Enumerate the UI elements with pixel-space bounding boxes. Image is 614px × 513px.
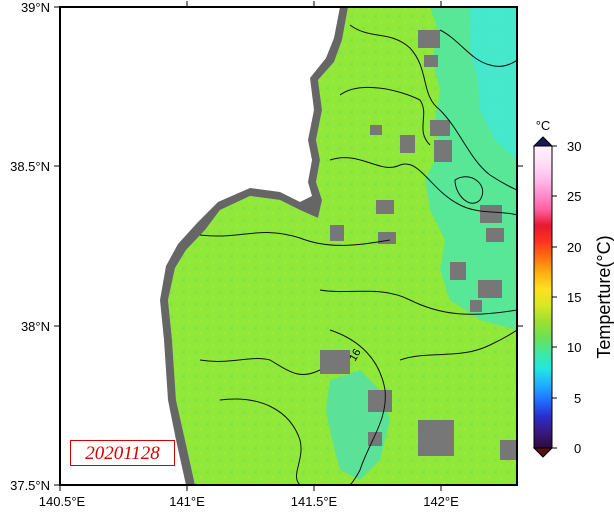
date-label: 20201128 — [85, 443, 160, 464]
colorbar-title: Temperture(°C) — [594, 235, 614, 358]
inland-white-area — [60, 7, 340, 485]
sst-contours — [199, 24, 517, 485]
y-tick-label: 37.5°N — [10, 478, 50, 493]
sea-speckle — [168, 7, 517, 485]
colorbar-tick-label: 15 — [567, 290, 581, 305]
colorbar-tick-label: 10 — [567, 340, 581, 355]
colorbar: °C 30 25 20 15 10 5 0 Temperture(°C) — [532, 118, 614, 458]
map-plot-area: 16 — [60, 7, 517, 485]
colorbar-tick-label: 0 — [574, 441, 581, 456]
x-tick-label: 142°E — [423, 494, 459, 509]
colorbar-tick-label: 5 — [574, 391, 581, 406]
colorbar-upper-arrow — [532, 136, 554, 147]
date-label-box: 20201128 — [70, 440, 175, 466]
contour-label-16: 16 — [347, 347, 364, 364]
y-tick-label: 39°N — [21, 0, 50, 15]
cold-water-region — [470, 7, 517, 160]
y-tick-label: 38°N — [21, 319, 50, 334]
colorbar-body — [533, 145, 553, 449]
colorbar-lower-arrow — [532, 447, 554, 458]
colorbar-tick-label: 25 — [567, 189, 581, 204]
cloud-mask-blocks — [320, 30, 517, 460]
colorbar-unit: °C — [536, 118, 551, 133]
axis-ticks — [54, 1, 523, 491]
x-tick-label: 141°E — [169, 494, 205, 509]
colorbar-tick-label: 20 — [567, 240, 581, 255]
colorbar-tick-label: 30 — [567, 139, 581, 154]
plot-frame — [59, 6, 518, 486]
y-tick-label: 38.5°N — [10, 159, 50, 174]
x-tick-label: 141.5°E — [291, 494, 338, 509]
x-tick-label: 140.5°E — [39, 494, 86, 509]
